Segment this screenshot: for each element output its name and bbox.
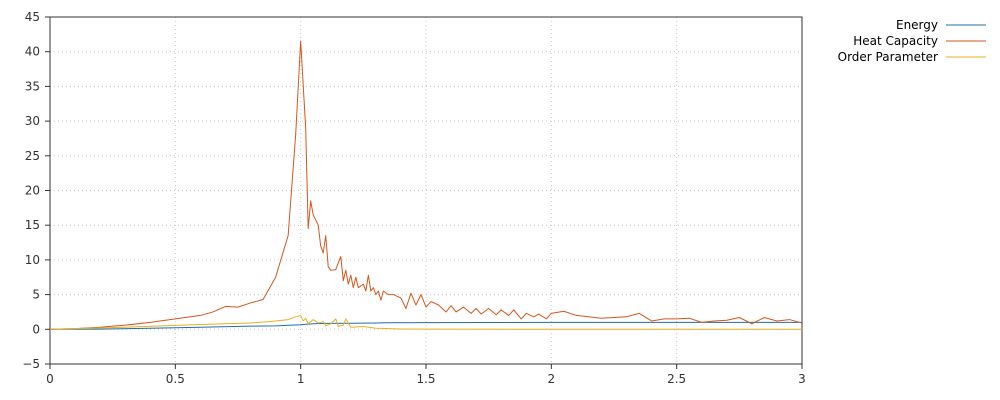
y-tick-label: 40 [25,45,40,59]
x-tick-label: 0 [46,372,54,386]
x-tick-label: 2.5 [667,372,686,386]
legend-label-order-parameter: Order Parameter [838,50,938,64]
y-axis-ticks: −5 0 5 10 15 20 25 30 35 40 45 [22,10,50,371]
x-tick-label: 0.5 [166,372,185,386]
y-tick-label: 35 [25,79,40,93]
x-axis-ticks: 0 0.5 1 1.5 2 2.5 3 [46,364,806,386]
x-tick-label: 1.5 [416,372,435,386]
grid [50,17,802,364]
y-tick-label: 45 [25,10,40,24]
y-tick-label: 15 [25,218,40,232]
series-line-order-parameter [49,314,802,330]
x-tick-label: 2 [548,372,556,386]
x-tick-label: 3 [798,372,806,386]
y-tick-label: 5 [32,288,40,302]
legend: Energy Heat Capacity Order Parameter [838,18,986,64]
legend-label-energy: Energy [896,18,938,32]
y-tick-label: 10 [25,253,40,267]
y-tick-label: 25 [25,149,40,163]
y-tick-label: 30 [25,114,40,128]
series-line-energy [49,321,803,330]
y-tick-label: 0 [32,322,40,336]
series-line-heat-capacity [49,40,803,330]
legend-label-heat-capacity: Heat Capacity [853,34,938,48]
y-tick-label: 20 [25,184,40,198]
x-tick-label: 1 [297,372,305,386]
series-lines [49,40,803,330]
y-tick-label: −5 [22,357,40,371]
